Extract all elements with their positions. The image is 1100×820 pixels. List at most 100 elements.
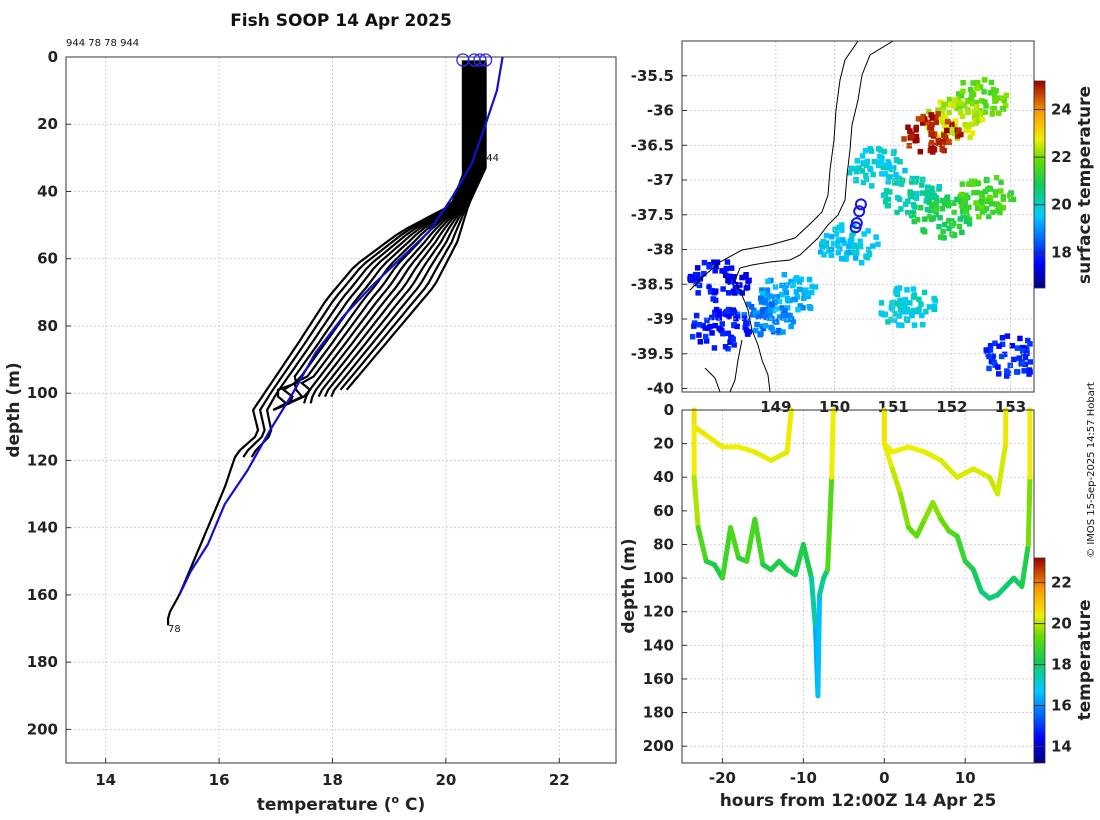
sst-cell: [865, 246, 872, 253]
sst-cell: [973, 200, 979, 206]
sst-cell: [710, 296, 716, 302]
sst-cell: [1027, 359, 1033, 365]
sst-cell: [999, 353, 1005, 360]
sst-cell: [1020, 348, 1026, 354]
section-y-tick-label: 80: [653, 535, 674, 553]
plot-title: Fish SOOP 14 Apr 2025: [230, 11, 452, 31]
sst-cell: [896, 196, 903, 202]
sst-cell: [909, 191, 915, 197]
sst-cell: [783, 317, 790, 323]
section-track-segment: [889, 466, 903, 497]
sst-cell: [884, 203, 890, 209]
sst-cell: [856, 165, 862, 171]
sst-cell: [865, 228, 871, 234]
sst-cell: [753, 327, 759, 334]
sst-cell: [936, 223, 942, 230]
sst-cell: [983, 103, 989, 109]
sst-cell: [910, 294, 917, 300]
sst-cell: [976, 213, 982, 220]
sst-cell: [885, 319, 891, 325]
sst-cell: [781, 272, 788, 278]
sst-cell: [790, 281, 796, 287]
sst-cell: [1009, 343, 1016, 349]
sst-cell: [954, 133, 961, 139]
sst-cell: [1021, 368, 1027, 374]
sst-cell: [803, 287, 809, 293]
sst-cell: [999, 335, 1006, 341]
sst-cell: [933, 211, 939, 218]
sst-cell: [798, 276, 804, 282]
sst-cell: [854, 158, 860, 164]
sst-cell: [925, 108, 932, 115]
sst-cell: [808, 289, 815, 296]
sst-cell: [899, 177, 906, 184]
sst-cell: [870, 171, 876, 178]
sst-cell: [964, 98, 971, 104]
sst-cell: [937, 215, 943, 221]
sst-cell: [915, 116, 922, 122]
sst-cell: [971, 190, 977, 196]
sst-cell: [801, 295, 807, 301]
sst-cell: [969, 121, 975, 127]
y-tick-label: 20: [37, 115, 58, 133]
y-tick-label: 100: [27, 384, 58, 402]
sst-cell: [766, 315, 773, 321]
sst-cell: [745, 301, 752, 308]
sst-cell: [904, 287, 910, 293]
sst-cell: [894, 209, 900, 216]
sst-cell: [787, 312, 793, 319]
section-track-segment: [728, 525, 742, 561]
y-tick-label: 200: [27, 720, 58, 738]
sst-cell: [925, 119, 932, 126]
sst-cell: [946, 96, 953, 103]
lat-tick-label: -37.5: [631, 206, 674, 224]
sst-cell: [784, 305, 791, 311]
sst-cell: [917, 205, 924, 211]
sst-cell: [875, 162, 882, 169]
sst-cell: [834, 243, 841, 249]
y-tick-label: 180: [27, 653, 58, 671]
sst-cell: [921, 229, 928, 235]
sst-cell: [881, 192, 887, 199]
section-track-segment: [703, 432, 725, 450]
sst-cell: [772, 284, 779, 290]
sst-cell: [823, 232, 830, 239]
sst-cell: [1022, 354, 1029, 361]
sst-cell: [956, 223, 963, 230]
sst-cell: [971, 108, 977, 114]
sst-cell: [967, 86, 974, 93]
sst-cell: [1021, 345, 1028, 351]
sst-cell: [846, 249, 852, 255]
sst-cell: [930, 215, 936, 221]
lat-tick-label: -36: [647, 102, 674, 120]
sst-cell: [999, 341, 1006, 348]
sst-colorbar-tick-label: 20: [1051, 196, 1072, 214]
sst-cell: [975, 205, 981, 211]
y-tick-label: 0: [48, 48, 58, 66]
sst-cell: [823, 240, 830, 246]
sst-cell: [935, 107, 941, 113]
sst-cell: [935, 137, 941, 144]
sst-cell: [848, 165, 855, 171]
section-track-segment: [922, 449, 944, 463]
section-track-segment: [1025, 474, 1033, 547]
sst-cell: [883, 188, 890, 194]
sst-cell: [962, 194, 968, 201]
sst-cell: [1014, 369, 1020, 375]
sst-cell: [796, 279, 803, 285]
sst-cell: [873, 234, 879, 240]
sst-cell: [797, 303, 803, 309]
sst-cell: [949, 121, 955, 128]
x-tick-label: 22: [549, 771, 570, 789]
section-track-segment: [938, 457, 960, 480]
sst-cell: [897, 297, 903, 304]
sst-cell: [905, 198, 911, 204]
sst-cell: [974, 79, 981, 86]
sst-cell: [720, 286, 726, 292]
lat-tick-label: -35.5: [631, 67, 674, 85]
sst-cell: [732, 290, 738, 296]
sst-cell: [840, 237, 846, 243]
sst-cell: [959, 229, 965, 235]
sst-cell: [926, 195, 932, 201]
sst-cell: [709, 330, 715, 336]
